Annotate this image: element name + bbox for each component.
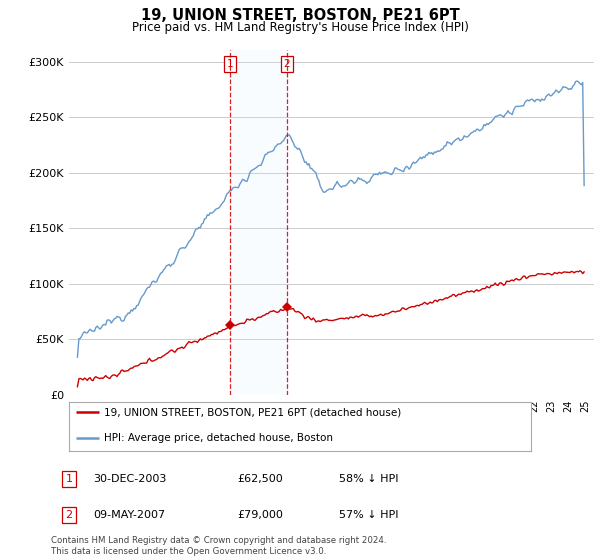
Text: 2: 2: [283, 59, 290, 69]
Text: 30-DEC-2003: 30-DEC-2003: [93, 474, 166, 484]
Text: 57% ↓ HPI: 57% ↓ HPI: [339, 510, 398, 520]
Text: 09-MAY-2007: 09-MAY-2007: [93, 510, 165, 520]
Text: HPI: Average price, detached house, Boston: HPI: Average price, detached house, Bost…: [104, 433, 332, 444]
Text: 2: 2: [65, 510, 73, 520]
Text: £79,000: £79,000: [237, 510, 283, 520]
Text: Price paid vs. HM Land Registry's House Price Index (HPI): Price paid vs. HM Land Registry's House …: [131, 21, 469, 34]
Text: Contains HM Land Registry data © Crown copyright and database right 2024.
This d: Contains HM Land Registry data © Crown c…: [51, 536, 386, 556]
Bar: [230, 50, 287, 395]
Text: 1: 1: [65, 474, 73, 484]
Text: 19, UNION STREET, BOSTON, PE21 6PT: 19, UNION STREET, BOSTON, PE21 6PT: [140, 8, 460, 24]
Text: £62,500: £62,500: [237, 474, 283, 484]
Text: 19, UNION STREET, BOSTON, PE21 6PT (detached house): 19, UNION STREET, BOSTON, PE21 6PT (deta…: [104, 407, 401, 417]
Text: 1: 1: [227, 59, 233, 69]
Text: 58% ↓ HPI: 58% ↓ HPI: [339, 474, 398, 484]
